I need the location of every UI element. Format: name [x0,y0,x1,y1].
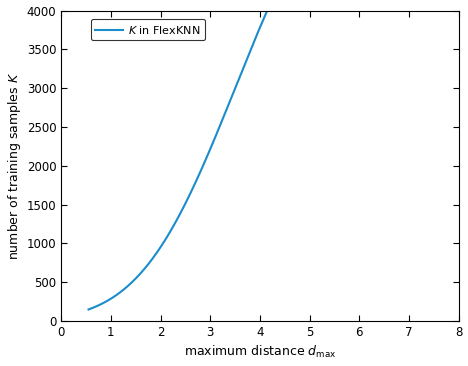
$K$ in FlexKNN [249,45,255,50]
$K$ in FlexKNN [235,78,241,83]
$K$ in FlexKNN [124,285,129,290]
$K$ in FlexKNN [86,307,91,312]
X-axis label: maximum distance $d_{\mathrm{max}}$: maximum distance $d_{\mathrm{max}}$ [183,344,336,361]
Y-axis label: number of training samples $K$: number of training samples $K$ [6,72,22,260]
Legend: $K$ in FlexKNN: $K$ in FlexKNN [91,19,205,40]
Line: $K$ in FlexKNN: $K$ in FlexKNN [88,0,459,310]
